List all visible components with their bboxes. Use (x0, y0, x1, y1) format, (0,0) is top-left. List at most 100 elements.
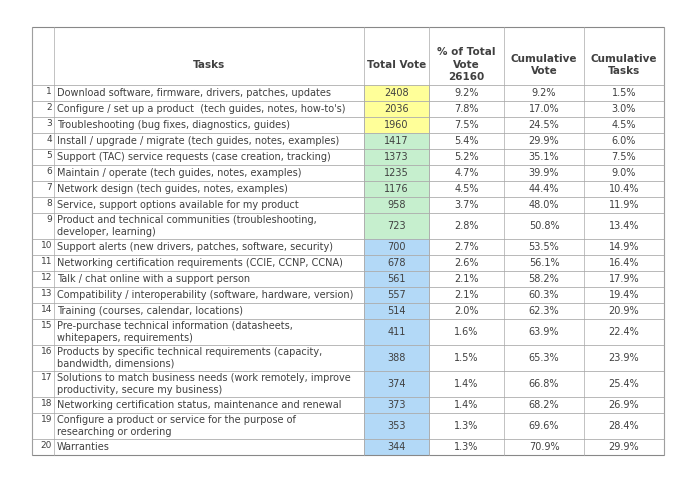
Text: 3.0%: 3.0% (612, 104, 636, 114)
Text: 2.8%: 2.8% (454, 221, 479, 231)
Bar (364, 117, 429, 133)
Text: 5: 5 (46, 151, 52, 160)
Text: 70.9%: 70.9% (529, 442, 560, 452)
Text: 1.5%: 1.5% (612, 88, 636, 98)
Text: 678: 678 (387, 258, 406, 268)
Text: 68.2%: 68.2% (529, 400, 560, 410)
Text: 1.3%: 1.3% (454, 442, 479, 452)
Text: 18: 18 (40, 399, 52, 408)
Bar (364, 85, 429, 101)
Text: % of Total
Vote
26160: % of Total Vote 26160 (437, 47, 496, 82)
Text: 16.4%: 16.4% (609, 258, 639, 268)
Text: 1417: 1417 (384, 136, 409, 146)
Text: 5.4%: 5.4% (454, 136, 479, 146)
Text: 7: 7 (46, 183, 52, 192)
Text: 8: 8 (46, 199, 52, 208)
Text: 3: 3 (46, 119, 52, 128)
Text: 17.0%: 17.0% (529, 104, 560, 114)
Bar (32, 413, 664, 439)
Text: 65.3%: 65.3% (529, 353, 560, 363)
Bar (364, 303, 429, 319)
Text: 20: 20 (40, 441, 52, 450)
Text: 9: 9 (46, 215, 52, 224)
Text: 373: 373 (387, 400, 406, 410)
Bar (32, 133, 664, 149)
Text: Download software, firmware, drivers, patches, updates: Download software, firmware, drivers, pa… (57, 88, 331, 98)
Text: 12: 12 (40, 273, 52, 282)
Text: Total Vote: Total Vote (367, 60, 426, 70)
Text: 28.4%: 28.4% (609, 421, 640, 431)
Text: 11.9%: 11.9% (609, 200, 639, 210)
Text: Networking certification requirements (CCIE, CCNP, CCNA): Networking certification requirements (C… (57, 258, 343, 268)
Text: 14.9%: 14.9% (609, 242, 639, 252)
Bar (32, 239, 664, 255)
Bar (32, 117, 664, 133)
Text: 6: 6 (46, 167, 52, 176)
Bar (32, 255, 664, 271)
Text: 1.4%: 1.4% (454, 400, 479, 410)
Text: 1.3%: 1.3% (454, 421, 479, 431)
Text: 13.4%: 13.4% (609, 221, 639, 231)
Text: 22.4%: 22.4% (608, 327, 640, 337)
Text: 35.1%: 35.1% (529, 152, 560, 162)
Text: 69.6%: 69.6% (529, 421, 560, 431)
Bar (32, 303, 664, 319)
Bar (364, 181, 429, 197)
Text: 5.2%: 5.2% (454, 152, 479, 162)
Text: 58.2%: 58.2% (529, 274, 560, 284)
Text: 7.8%: 7.8% (454, 104, 479, 114)
Bar (364, 255, 429, 271)
Text: 23.9%: 23.9% (609, 353, 640, 363)
Text: 7.5%: 7.5% (612, 152, 636, 162)
Bar (364, 271, 429, 287)
Text: Troubleshooting (bug fixes, diagnostics, guides): Troubleshooting (bug fixes, diagnostics,… (57, 120, 290, 130)
Text: Cumulative
Tasks: Cumulative Tasks (591, 54, 657, 76)
Text: Products by specific technical requirements (capacity,
bandwidth, dimensions): Products by specific technical requireme… (57, 347, 322, 369)
Bar (32, 319, 664, 345)
Text: Install / upgrade / migrate (tech guides, notes, examples): Install / upgrade / migrate (tech guides… (57, 136, 339, 146)
Text: 723: 723 (387, 221, 406, 231)
Text: 9.0%: 9.0% (612, 168, 636, 178)
Text: 2036: 2036 (384, 104, 409, 114)
Bar (364, 197, 429, 213)
Text: Configure a product or service for the purpose of
researching or ordering: Configure a product or service for the p… (57, 415, 296, 437)
Bar (364, 287, 429, 303)
Text: 700: 700 (387, 242, 406, 252)
Text: 9.2%: 9.2% (532, 88, 556, 98)
Text: 53.5%: 53.5% (529, 242, 560, 252)
Text: 25.4%: 25.4% (608, 379, 640, 389)
Text: 4.5%: 4.5% (454, 184, 479, 194)
Text: 353: 353 (387, 421, 406, 431)
Text: Compatibility / interoperability (software, hardware, version): Compatibility / interoperability (softwa… (57, 290, 354, 300)
Text: 14: 14 (40, 305, 52, 314)
Text: Maintain / operate (tech guides, notes, examples): Maintain / operate (tech guides, notes, … (57, 168, 301, 178)
Bar (32, 149, 664, 165)
Text: 1: 1 (46, 87, 52, 96)
Text: 344: 344 (387, 442, 406, 452)
Text: 2.6%: 2.6% (454, 258, 479, 268)
Text: 1373: 1373 (384, 152, 409, 162)
Bar (32, 345, 664, 371)
Text: Training (courses, calendar, locations): Training (courses, calendar, locations) (57, 306, 243, 316)
Bar (364, 319, 429, 345)
Text: 62.3%: 62.3% (529, 306, 560, 316)
Text: 2.7%: 2.7% (454, 242, 479, 252)
Text: 2.1%: 2.1% (454, 274, 479, 284)
Text: Solutions to match business needs (work remotely, improve
productivity, secure m: Solutions to match business needs (work … (57, 373, 351, 395)
Text: 63.9%: 63.9% (529, 327, 560, 337)
Text: 2.0%: 2.0% (454, 306, 479, 316)
Text: Tasks: Tasks (193, 60, 225, 70)
Text: 958: 958 (387, 200, 406, 210)
Text: 16: 16 (40, 347, 52, 356)
Bar (32, 165, 664, 181)
Text: 4.5%: 4.5% (612, 120, 636, 130)
Bar (364, 239, 429, 255)
Text: 66.8%: 66.8% (529, 379, 560, 389)
Bar (32, 27, 664, 455)
Text: 1.6%: 1.6% (454, 327, 479, 337)
Text: 2: 2 (47, 103, 52, 112)
Text: 561: 561 (387, 274, 406, 284)
Bar (364, 133, 429, 149)
Text: 56.1%: 56.1% (529, 258, 560, 268)
Bar (364, 439, 429, 455)
